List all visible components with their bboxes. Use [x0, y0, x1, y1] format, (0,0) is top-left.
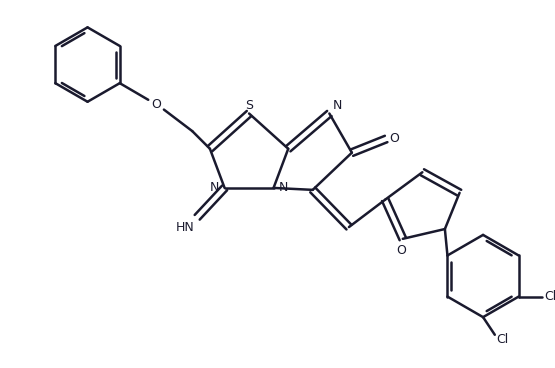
Text: S: S — [245, 99, 253, 112]
Text: N: N — [332, 99, 342, 112]
Text: HN: HN — [176, 220, 195, 234]
Text: O: O — [396, 244, 406, 257]
Text: N: N — [210, 181, 219, 194]
Text: N: N — [279, 181, 288, 194]
Text: Cl: Cl — [497, 333, 509, 346]
Text: Cl: Cl — [544, 290, 555, 303]
Text: O: O — [389, 132, 399, 145]
Text: O: O — [151, 98, 161, 111]
